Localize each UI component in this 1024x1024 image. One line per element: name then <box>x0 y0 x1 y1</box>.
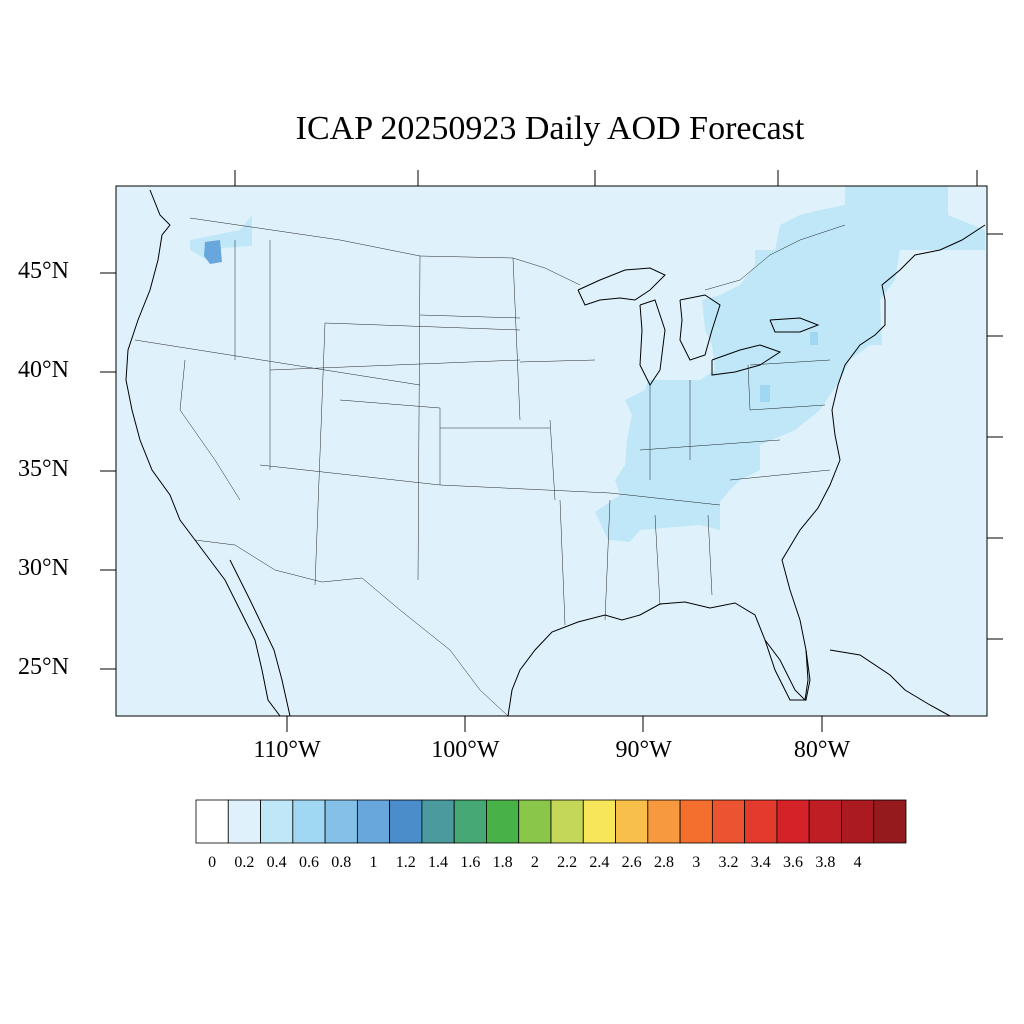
colorbar-label: 0 <box>208 854 217 871</box>
aod-peak-region <box>204 240 818 402</box>
colorbar-swatch <box>679 799 713 844</box>
lon-label: 100°W <box>431 737 500 763</box>
colorbar-swatch <box>808 799 842 844</box>
colorbar-swatch <box>841 799 875 844</box>
colorbar-swatch <box>356 799 391 844</box>
colorbar <box>195 799 907 844</box>
lat-label: 40°N <box>18 357 69 383</box>
colorbar-swatch <box>550 799 584 844</box>
colorbar-label: 3.2 <box>718 854 739 871</box>
colorbar-swatch <box>389 799 423 844</box>
colorbar-swatch <box>486 799 520 844</box>
colorbar-label: 1.8 <box>492 854 513 871</box>
tick-marks <box>100 170 1003 732</box>
colorbar-label: 3.4 <box>750 854 771 871</box>
colorbar-swatch <box>518 799 552 844</box>
colorbar-swatch <box>776 799 810 844</box>
colorbar-label: 0.4 <box>266 854 287 871</box>
colorbar-label: 0.2 <box>234 854 255 871</box>
colorbar-swatch <box>421 799 455 844</box>
colorbar-label: 2.6 <box>621 854 642 871</box>
colorbar-swatch <box>227 799 261 844</box>
lat-label: 35°N <box>18 456 69 482</box>
colorbar-swatch <box>260 799 294 844</box>
colorbar-label: 0.8 <box>331 854 352 871</box>
lon-label: 110°W <box>253 737 321 763</box>
colorbar-swatch <box>292 799 326 844</box>
colorbar-label: 2.2 <box>557 854 578 871</box>
colorbar-swatch <box>711 799 746 844</box>
colorbar-label: 1.4 <box>428 854 449 871</box>
colorbar-label: 3.6 <box>783 854 804 871</box>
colorbar-swatch <box>873 799 907 844</box>
colorbar-label: 0.6 <box>298 854 319 871</box>
lat-label: 30°N <box>18 555 69 581</box>
lat-label: 45°N <box>18 258 69 284</box>
map-frame <box>115 185 988 717</box>
colorbar-label: 3.8 <box>815 854 836 871</box>
colorbar-swatch <box>615 799 649 844</box>
colorbar-swatch <box>647 799 681 844</box>
colorbar-swatch <box>582 799 616 844</box>
colorbar-label: 2.8 <box>653 854 674 871</box>
colorbar-swatch <box>324 799 358 844</box>
colorbar-label: 2.4 <box>589 854 610 871</box>
colorbar-swatch <box>453 799 487 844</box>
colorbar-label: 2 <box>530 854 539 871</box>
colorbar-label: 3 <box>692 854 701 871</box>
coastlines <box>125 189 986 717</box>
colorbar-label: 1 <box>369 854 378 871</box>
state-borders <box>134 217 846 717</box>
colorbar-label: 1.6 <box>460 854 481 871</box>
lat-label: 25°N <box>18 654 69 680</box>
map-title: ICAP 20250923 Daily AOD Forecast <box>295 110 805 147</box>
colorbar-label: 1.2 <box>395 854 416 871</box>
colorbar-swatch <box>744 799 778 844</box>
lon-label: 90°W <box>615 737 672 763</box>
colorbar-label: 4 <box>853 854 862 871</box>
colorbar-swatch <box>195 799 229 844</box>
lon-label: 80°W <box>793 737 851 763</box>
